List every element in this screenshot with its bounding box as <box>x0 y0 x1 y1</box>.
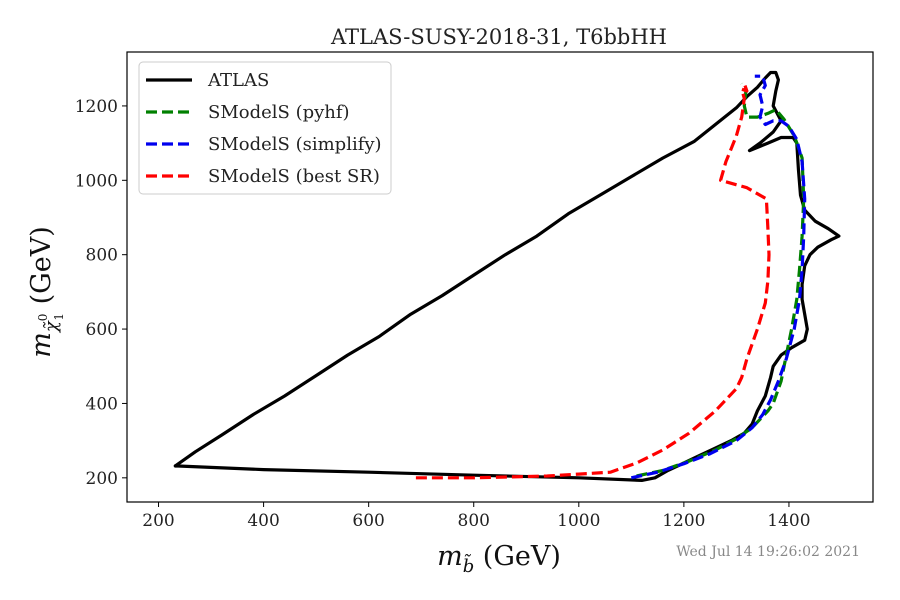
y-axis-label-unit: (GeV) <box>26 226 57 313</box>
x-axis-label-unit: (GeV) <box>474 541 561 572</box>
plot-frame <box>126 51 874 503</box>
y-axis-label-subscript-index: 1 <box>52 313 66 321</box>
x-axis-label-subscript: b̃ <box>463 554 475 577</box>
x-tick-label: 800 <box>458 511 490 531</box>
legend-items: ATLAS SModelS (pyhf) SModelS (simplify) SMo… <box>146 70 382 187</box>
y-axis-label-subscript: χ̃ <box>41 320 62 334</box>
y-axis: 200 400 600 800 1000 1200 <box>75 97 127 489</box>
y-tick-label: 600 <box>86 320 118 340</box>
x-axis-label-symbol: m <box>437 541 463 572</box>
legend: ATLAS SModelS (pyhf) SModelS (simplify) SMo… <box>138 61 392 195</box>
legend-label: SModelS (pyhf) <box>208 102 350 123</box>
legend-label: ATLAS <box>207 70 269 91</box>
legend-label: SModelS (simplify) <box>208 134 382 155</box>
x-axis-label: mb̃ (GeV) <box>437 541 561 577</box>
series-layer <box>173 70 841 482</box>
y-axis-label-symbol: m <box>26 332 57 358</box>
series-line-smodels-best-sr <box>415 83 771 480</box>
y-tick-label: 1000 <box>75 171 118 191</box>
timestamp: Wed Jul 14 19:26:02 2021 <box>676 544 860 560</box>
series-line-smodels-simplify <box>630 74 807 480</box>
x-tick-label: 600 <box>352 511 384 531</box>
x-tick-label: 1400 <box>767 511 810 531</box>
y-tick-label: 800 <box>86 246 118 266</box>
x-tick-label: 1200 <box>662 511 705 531</box>
x-axis: 200 400 600 800 1000 1200 1400 <box>142 502 811 531</box>
y-axis-label-subscript-superscript: 0 <box>36 314 50 322</box>
legend-label: SModelS (best SR) <box>208 166 380 187</box>
y-tick-label: 1200 <box>75 97 118 117</box>
chart-title: ATLAS-SUSY-2018-31, T6bbHH <box>330 25 667 49</box>
y-tick-label: 200 <box>86 469 118 489</box>
y-axis-label: mχ̃0 1 (GeV) <box>26 226 66 358</box>
y-tick-label: 400 <box>86 394 118 414</box>
x-tick-label: 200 <box>142 511 174 531</box>
x-tick-label: 400 <box>247 511 279 531</box>
legend-box <box>138 61 392 195</box>
x-tick-label: 1000 <box>557 511 600 531</box>
series-line-smodels-pyhf <box>636 82 806 478</box>
